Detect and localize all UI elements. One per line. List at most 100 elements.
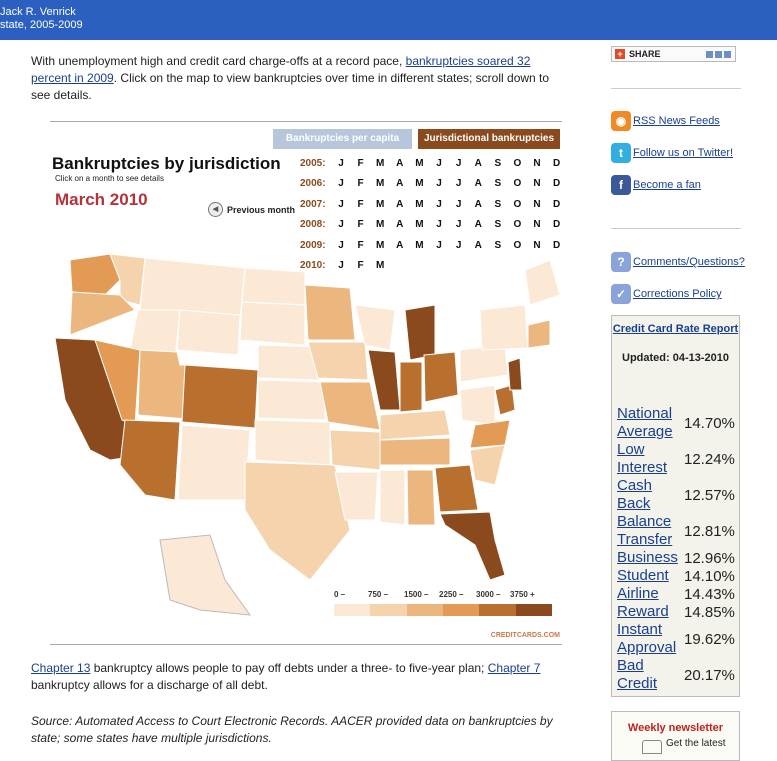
month-button[interactable]: A xyxy=(474,219,482,231)
month-button[interactable]: D xyxy=(552,219,561,231)
rss-feeds-label[interactable]: RSS News Feeds xyxy=(633,115,720,127)
month-button[interactable]: J xyxy=(436,219,442,231)
month-button[interactable]: M xyxy=(415,198,424,210)
divider xyxy=(611,228,741,229)
twitter-link[interactable]: t Follow us on Twitter! xyxy=(611,143,733,163)
month-button[interactable]: J xyxy=(338,178,344,190)
month-button[interactable]: J xyxy=(338,219,344,231)
share-label: SHARE xyxy=(629,49,661,59)
comments-label[interactable]: Comments/Questions? xyxy=(633,256,745,268)
month-button[interactable]: N xyxy=(533,158,541,169)
month-button[interactable]: J xyxy=(338,259,344,271)
month-button[interactable]: S xyxy=(494,239,502,251)
rate-category-link[interactable]: Student xyxy=(617,567,669,584)
month-button[interactable]: F xyxy=(357,178,364,190)
month-button[interactable]: F xyxy=(357,259,364,271)
rss-feeds-link[interactable]: ◉ RSS News Feeds xyxy=(611,111,720,131)
month-button[interactable]: F xyxy=(357,219,364,231)
month-button[interactable]: N xyxy=(533,198,541,210)
tab-bankruptcies-per-capita[interactable]: Bankruptcies per capita xyxy=(273,129,412,149)
month-button[interactable]: D xyxy=(552,239,561,251)
month-button[interactable]: A xyxy=(474,239,482,251)
month-button[interactable]: A xyxy=(474,178,482,190)
month-button[interactable]: M xyxy=(415,239,424,251)
rate-report-title-link[interactable]: Credit Card Rate Report xyxy=(612,323,739,335)
corrections-label[interactable]: Corrections Policy xyxy=(633,288,722,300)
month-button[interactable]: A xyxy=(396,198,404,210)
month-button[interactable]: M xyxy=(376,239,385,251)
facebook-link[interactable]: f Become a fan xyxy=(611,175,701,195)
month-button[interactable]: F xyxy=(357,158,364,169)
month-button[interactable]: J xyxy=(338,198,344,210)
chapter-13-link[interactable]: Chapter 13 xyxy=(31,661,91,675)
rate-category-link[interactable]: Business xyxy=(617,549,678,566)
month-button[interactable]: M xyxy=(415,219,424,231)
rate-category-link[interactable]: Reward xyxy=(617,603,669,620)
month-button[interactable]: J xyxy=(436,198,442,210)
month-button[interactable]: J xyxy=(436,178,442,190)
rate-category-link[interactable]: Cash Back xyxy=(617,477,653,512)
month-button[interactable]: O xyxy=(513,219,522,231)
month-button[interactable]: M xyxy=(415,158,424,169)
month-button[interactable]: A xyxy=(474,198,482,210)
month-button[interactable]: F xyxy=(357,239,364,251)
month-button[interactable]: J xyxy=(455,178,462,190)
state-region xyxy=(469,419,511,449)
rate-category-link[interactable]: Instant Approval xyxy=(617,621,677,656)
state-region xyxy=(119,419,181,501)
month-button[interactable]: N xyxy=(533,219,541,231)
month-button[interactable]: N xyxy=(533,239,541,251)
bankruptcies-soared-link[interactable]: bankruptcies soared 32 percent in 2009 xyxy=(31,54,531,85)
month-button[interactable]: M xyxy=(376,219,385,231)
month-button[interactable]: S xyxy=(494,219,502,231)
previous-month-button[interactable]: ◀ Previous month xyxy=(208,202,295,217)
month-button[interactable]: A xyxy=(474,158,482,169)
month-button[interactable]: A xyxy=(396,219,404,231)
month-button[interactable]: D xyxy=(552,198,561,210)
month-button[interactable]: M xyxy=(376,198,385,210)
rate-category-link[interactable]: National Average xyxy=(617,405,673,440)
month-button[interactable]: S xyxy=(494,178,502,190)
month-button[interactable]: D xyxy=(552,178,561,190)
month-button[interactable]: O xyxy=(513,178,522,190)
month-button[interactable]: J xyxy=(338,158,344,169)
rate-category-link[interactable]: Low Interest xyxy=(617,441,668,476)
corrections-link[interactable]: ✓ Corrections Policy xyxy=(611,284,722,304)
rate-category-link[interactable]: Balance Transfer xyxy=(617,513,673,548)
share-button[interactable]: + SHARE xyxy=(611,46,736,62)
rate-category-link[interactable]: Bad Credit xyxy=(617,657,658,692)
month-button[interactable]: A xyxy=(396,239,404,251)
twitter-label[interactable]: Follow us on Twitter! xyxy=(633,147,734,159)
month-button[interactable]: J xyxy=(436,158,442,169)
month-button[interactable]: J xyxy=(455,198,462,210)
month-button[interactable]: J xyxy=(436,239,442,251)
header-caption: state, 2005-2009 xyxy=(0,19,83,31)
month-button[interactable]: J xyxy=(455,158,462,169)
month-button[interactable]: F xyxy=(357,198,364,210)
month-button[interactable]: O xyxy=(513,239,522,251)
us-choropleth-map[interactable] xyxy=(50,250,562,630)
month-button[interactable]: M xyxy=(376,158,385,169)
legend-label: 1500 – xyxy=(404,590,429,599)
month-button[interactable]: O xyxy=(513,198,522,210)
month-button[interactable]: M xyxy=(415,178,424,190)
comments-link[interactable]: ? Comments/Questions? xyxy=(611,252,745,272)
month-button[interactable]: O xyxy=(513,158,522,169)
month-button[interactable]: S xyxy=(494,158,502,169)
rate-category-link[interactable]: Airline xyxy=(617,585,659,602)
rate-value: 12.57% xyxy=(684,486,735,504)
month-button[interactable]: J xyxy=(455,219,462,231)
month-button[interactable]: N xyxy=(533,178,541,190)
chapter-7-link[interactable]: Chapter 7 xyxy=(487,661,541,675)
month-button[interactable]: A xyxy=(396,158,404,169)
state-region xyxy=(379,437,451,466)
month-button[interactable]: D xyxy=(552,158,561,169)
month-button[interactable]: M xyxy=(376,178,385,190)
month-button[interactable]: J xyxy=(338,239,344,251)
tab-jurisdictional-bankruptcies[interactable]: Jurisdictional bankruptcies xyxy=(418,129,560,149)
month-button[interactable]: S xyxy=(494,198,502,210)
month-button[interactable]: J xyxy=(455,239,462,251)
month-button[interactable]: A xyxy=(396,178,404,190)
month-button[interactable]: M xyxy=(376,259,385,271)
facebook-label[interactable]: Become a fan xyxy=(633,179,701,191)
